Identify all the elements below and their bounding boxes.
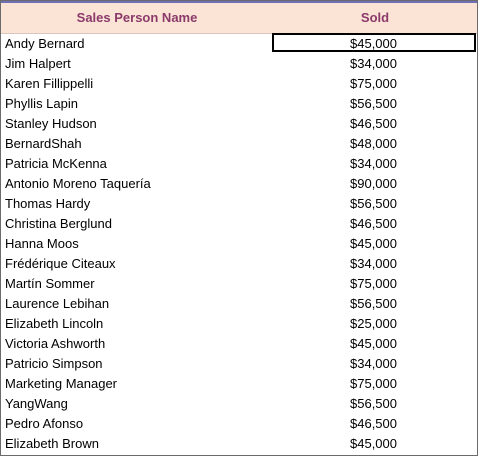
- sold-amount-cell[interactable]: $45,000: [350, 36, 397, 51]
- sold-amount-cell[interactable]: $46,500: [350, 216, 397, 231]
- sold-amount-cell[interactable]: $75,000: [350, 76, 397, 91]
- sales-person-name-cell[interactable]: Stanley Hudson: [5, 116, 97, 131]
- sold-amount-cell[interactable]: $34,000: [350, 256, 397, 271]
- table-row: Patricio Simpson $34,000: [1, 354, 477, 374]
- sales-person-name-cell[interactable]: Hanna Moos: [5, 236, 79, 251]
- sold-amount-cell[interactable]: $34,000: [350, 156, 397, 171]
- sold-amount-cell[interactable]: $46,500: [350, 116, 397, 131]
- sold-amount-cell[interactable]: $25,000: [350, 316, 397, 331]
- table-row: Elizabeth Lincoln $25,000: [1, 314, 477, 334]
- sold-amount-cell[interactable]: $45,000: [350, 236, 397, 251]
- table-row: Frédérique Citeaux $34,000: [1, 254, 477, 274]
- sold-amount-cell[interactable]: $90,000: [350, 176, 397, 191]
- table-row: Martín Sommer $75,000: [1, 274, 477, 294]
- sales-person-name-cell[interactable]: Laurence Lebihan: [5, 296, 110, 311]
- sold-amount-cell[interactable]: $56,500: [350, 96, 397, 111]
- table-row: Phyllis Lapin $56,500: [1, 94, 477, 114]
- sales-person-name-cell[interactable]: Patricia McKenna: [5, 156, 107, 171]
- sold-amount-cell[interactable]: $45,000: [350, 436, 397, 451]
- sold-amount-cell[interactable]: $56,500: [350, 296, 397, 311]
- column-header-sold[interactable]: Sold: [360, 10, 390, 25]
- sales-person-name-cell[interactable]: BernardShah: [5, 136, 82, 151]
- table-row: BernardShah $48,000: [1, 134, 477, 154]
- sold-amount-cell[interactable]: $75,000: [350, 376, 397, 391]
- sales-person-name-cell[interactable]: Pedro Afonso: [5, 416, 84, 431]
- table-row: YangWang $56,500: [1, 394, 477, 414]
- sales-person-name-cell[interactable]: Martín Sommer: [5, 276, 95, 291]
- sold-amount-cell[interactable]: $34,000: [350, 356, 397, 371]
- sales-person-name-cell[interactable]: Phyllis Lapin: [5, 96, 78, 111]
- sales-person-name-cell[interactable]: Andy Bernard: [5, 36, 85, 51]
- sales-person-name-cell[interactable]: Antonio Moreno Taquería: [5, 176, 151, 191]
- sales-person-name-cell[interactable]: YangWang: [5, 396, 68, 411]
- sales-person-name-cell[interactable]: Christina Berglund: [5, 216, 112, 231]
- sales-person-name-cell[interactable]: Frédérique Citeaux: [5, 256, 116, 271]
- sold-amount-cell[interactable]: $56,500: [350, 396, 397, 411]
- table-row: Christina Berglund $46,500: [1, 214, 477, 234]
- table-row: Patricia McKenna $34,000: [1, 154, 477, 174]
- sold-amount-cell[interactable]: $46,500: [350, 416, 397, 431]
- sold-amount-cell[interactable]: $34,000: [350, 56, 397, 71]
- table-row: Karen Fillippelli $75,000: [1, 74, 477, 94]
- table-row: Andy Bernard $45,000: [1, 34, 477, 54]
- sales-person-name-cell[interactable]: Elizabeth Brown: [5, 436, 99, 451]
- sales-person-name-cell[interactable]: Karen Fillippelli: [5, 76, 94, 91]
- sold-amount-cell[interactable]: $56,500: [350, 196, 397, 211]
- sold-amount-cell[interactable]: $48,000: [350, 136, 397, 151]
- table-header-row: Sales Person Name Sold: [1, 3, 477, 34]
- column-header-sales-person-name[interactable]: Sales Person Name: [76, 10, 198, 25]
- table-row: Antonio Moreno Taquería $90,000: [1, 174, 477, 194]
- sold-amount-cell[interactable]: $45,000: [350, 336, 397, 351]
- table-row: Thomas Hardy $56,500: [1, 194, 477, 214]
- sales-person-name-cell[interactable]: Jim Halpert: [5, 56, 71, 71]
- table-row: Marketing Manager $75,000: [1, 374, 477, 394]
- table-row: Hanna Moos $45,000: [1, 234, 477, 254]
- sold-amount-cell[interactable]: $75,000: [350, 276, 397, 291]
- table-body: Andy Bernard $45,000 Jim Halpert $34,000 Kar…: [1, 34, 477, 454]
- table-row: Elizabeth Brown $45,000: [1, 434, 477, 454]
- sales-person-name-cell[interactable]: Marketing Manager: [5, 376, 117, 391]
- table-row: Laurence Lebihan $56,500: [1, 294, 477, 314]
- sales-person-name-cell[interactable]: Thomas Hardy: [5, 196, 91, 211]
- table-row: Stanley Hudson $46,500: [1, 114, 477, 134]
- sales-person-name-cell[interactable]: Elizabeth Lincoln: [5, 316, 104, 331]
- selected-cell-outline: [272, 33, 476, 52]
- sales-person-name-cell[interactable]: Victoria Ashworth: [5, 336, 106, 351]
- table-row: Pedro Afonso $46,500: [1, 414, 477, 434]
- top-accent-line: [1, 1, 477, 3]
- table-row: Victoria Ashworth $45,000: [1, 334, 477, 354]
- sales-person-name-cell[interactable]: Patricio Simpson: [5, 356, 103, 371]
- table-row: Jim Halpert $34,000: [1, 54, 477, 74]
